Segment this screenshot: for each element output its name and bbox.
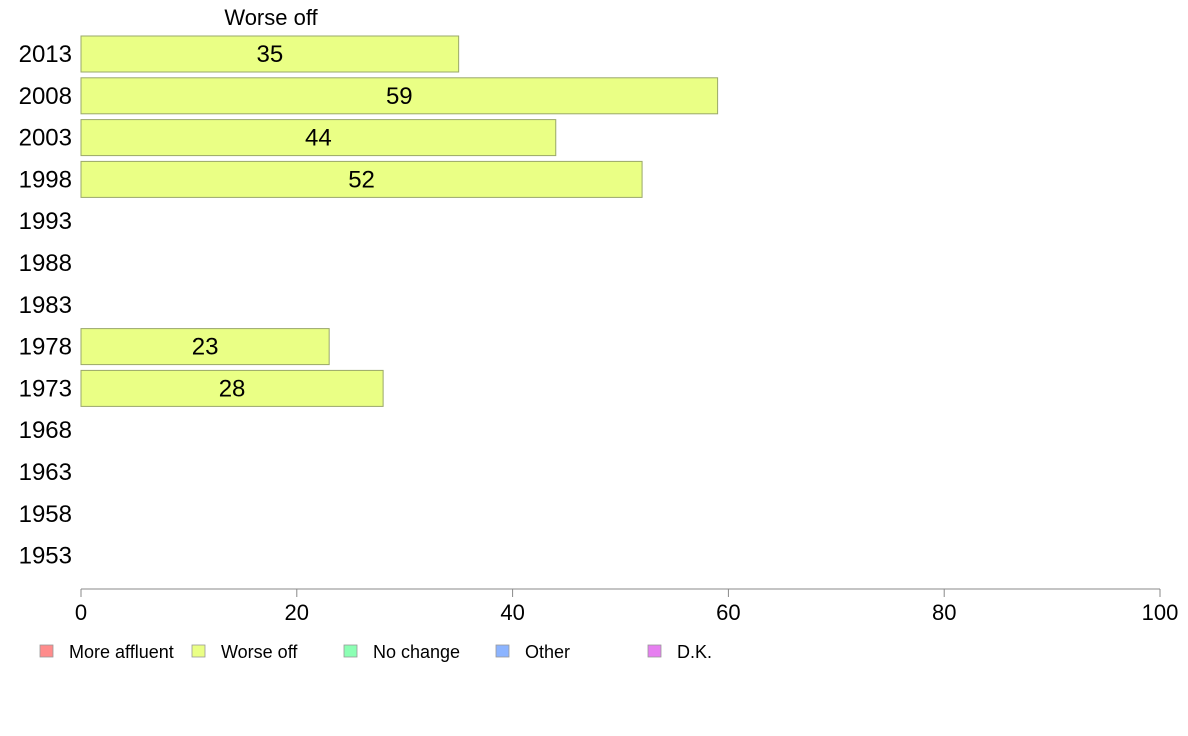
legend-label: More affluent [69,642,174,662]
category-labels: 2013 2008 2003 1998 1993 1988 1983 1978 1973 1968… [19,41,72,570]
legend-swatch [343,644,358,658]
legend-label: D.K. [677,642,712,662]
category-label: 1993 [19,208,72,235]
category-label: 1998 [19,166,72,193]
category-label: 1983 [19,292,72,319]
x-tick-label: 100 [1142,600,1179,625]
category-label: 1968 [19,417,72,444]
category-label: 1988 [19,250,72,277]
category-label: 1973 [19,375,72,402]
category-label: 1958 [19,501,72,528]
bar-value-label: 52 [348,166,375,193]
x-tick-label: 80 [932,600,956,625]
bar-value-label: 59 [386,83,413,110]
bar-value-label: 35 [256,41,283,68]
series-title: Worse off [224,5,318,30]
category-label: 2003 [19,125,72,152]
bar [80,35,460,73]
category-label: 1978 [19,334,72,361]
category-label: 2008 [19,83,72,110]
x-tick-label: 40 [500,600,524,625]
bar-value-label: 44 [305,125,332,152]
bar [80,369,384,407]
x-tick-label: 60 [716,600,740,625]
bar-value-label: 28 [219,375,246,402]
category-label: 1953 [19,543,72,570]
bar-value-label: 23 [192,334,219,361]
legend-label: Worse off [221,642,298,662]
bar [80,119,557,157]
x-axis: 0 20 40 60 80 100 [75,588,1179,625]
bar [80,77,719,115]
bar [80,160,643,198]
x-tick-label: 20 [285,600,309,625]
bar [80,328,330,366]
legend-swatch [39,644,54,658]
category-label: 1963 [19,459,72,486]
legend-swatch [495,644,510,658]
legend-label: No change [373,642,460,662]
legend-swatch [191,644,206,658]
category-label: 2013 [19,41,72,68]
legend-label: Other [525,642,570,662]
legend: More affluent Worse off No change Other D.K. [39,642,712,662]
x-tick-label: 0 [75,600,87,625]
legend-swatch [647,644,662,658]
